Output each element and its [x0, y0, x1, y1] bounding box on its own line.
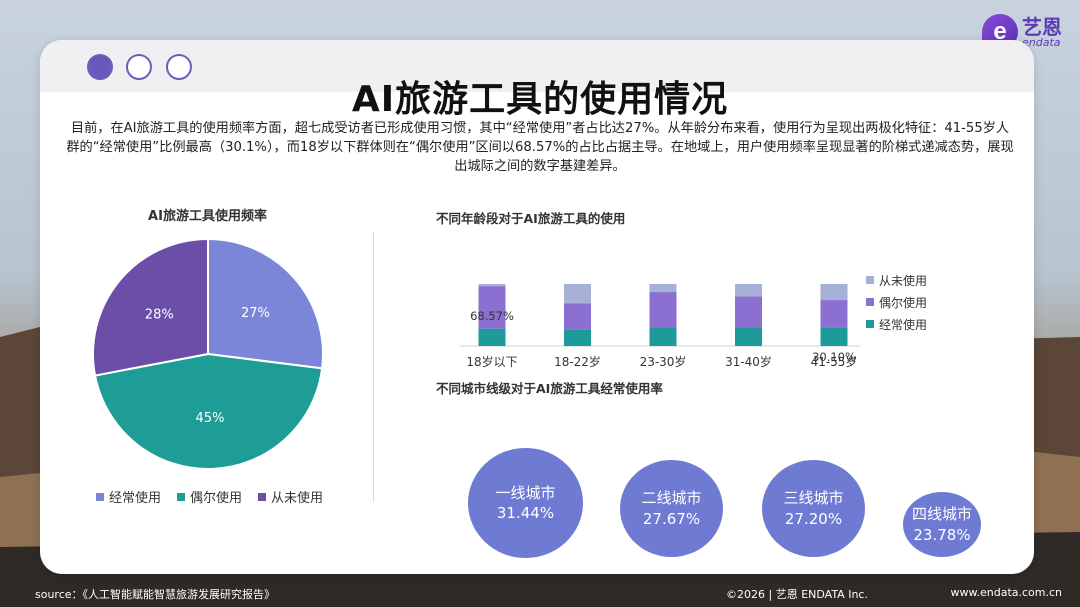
bar-segment	[820, 327, 848, 346]
bar-segment	[478, 284, 506, 287]
window-bar	[40, 40, 1034, 92]
x-tick-label: 18-22岁	[554, 354, 601, 369]
legend-swatch	[866, 320, 874, 328]
bar-chart-title: 不同年龄段对于AI旅游工具的使用	[436, 211, 626, 226]
city-name: 四线城市	[911, 505, 972, 524]
intro-paragraph: 目前，在AI旅游工具的使用频率方面，超七成受访者已形成使用习惯，其中“经常使用”…	[66, 121, 1014, 174]
pie-legend-item: 经常使用	[96, 487, 161, 506]
legend-label: 经常使用	[879, 317, 928, 332]
legend-label: 偶尔使用	[190, 491, 243, 506]
bar-legend-item: 偶尔使用	[866, 291, 927, 313]
bar-legend-item: 从未使用	[866, 269, 927, 291]
bar-segment	[820, 300, 848, 328]
legend-swatch	[177, 492, 186, 501]
x-tick-label: 41-55岁	[811, 354, 858, 369]
bar-segment	[564, 303, 591, 330]
pie-slice	[93, 352, 324, 470]
bar-segment	[478, 328, 506, 346]
pie-slice-label: 45%	[196, 411, 225, 426]
bar-segment	[735, 296, 762, 328]
city-bubble-tier2: 二线城市 27.67%	[620, 460, 723, 557]
legend-swatch	[96, 492, 104, 501]
brand-name-en: endata	[1022, 35, 1061, 49]
city-bubble-tier4: 四线城市 23.78%	[903, 492, 981, 557]
city-rate: 27.67%	[642, 509, 701, 528]
pie-slice-label: 28%	[145, 308, 174, 323]
window-dot	[126, 54, 152, 80]
bar-segment	[564, 284, 591, 304]
pie-legend-item: 偶尔使用	[177, 487, 242, 506]
city-bubble-tier1: 一线城市 31.44%	[468, 448, 583, 558]
x-tick-label: 31-40岁	[725, 354, 772, 369]
city-name: 二线城市	[641, 489, 702, 508]
pie-slice	[207, 237, 324, 370]
stacked-bar-chart: 18岁以下 18-22岁 23-30岁 31-40岁 41-55岁 68.57% 30.10…	[460, 284, 860, 369]
copyright: ©2026 | 艺恩 ENDATA Inc.	[726, 588, 868, 601]
bar-segment	[649, 292, 677, 329]
bar-segment	[649, 328, 677, 346]
bar-segment	[478, 286, 506, 329]
data-label: 68.57%	[470, 309, 514, 323]
pie-chart-title: AI旅游工具使用频率	[148, 209, 267, 224]
bar-legend: 从未使用 偶尔使用 经常使用	[866, 269, 927, 335]
city-name: 一线城市	[495, 483, 556, 502]
legend-swatch	[258, 492, 267, 501]
x-tick-label: 18岁以下	[466, 354, 517, 369]
website-link: www.endata.com.cn	[950, 586, 1063, 599]
bar-segment	[735, 327, 762, 346]
pie-slice	[92, 237, 209, 377]
brand-logo: e 艺恩 endata	[982, 14, 1062, 50]
legend-swatch	[866, 276, 874, 284]
bar-segment	[649, 284, 677, 293]
bar-segment	[820, 284, 848, 301]
window-dot	[166, 54, 192, 80]
legend-label: 从未使用	[879, 273, 928, 288]
bar-segment	[564, 329, 591, 346]
city-bubble-tier3: 三线城市 27.20%	[762, 460, 865, 557]
city-rate: 27.20%	[784, 509, 843, 528]
legend-swatch	[866, 298, 874, 306]
chart-divider	[373, 232, 374, 502]
city-chart-title: 不同城市线级对于AI旅游工具经常使用率	[436, 381, 663, 396]
page-title: AI旅游工具的使用情况	[351, 79, 729, 120]
pie-slice-label: 27%	[241, 306, 270, 321]
city-rate: 31.44%	[496, 504, 555, 522]
city-rate: 23.78%	[913, 525, 971, 544]
pie-chart: 27% 45% 28%	[92, 237, 324, 470]
source-note: source：《人工智能赋能智慧旅游发展研究报告》	[35, 588, 276, 601]
legend-label: 从未使用	[271, 491, 324, 506]
footer: source：《人工智能赋能智慧旅游发展研究报告》 ©2026 | 艺恩 END…	[0, 586, 1080, 604]
window-dot-filled	[87, 54, 113, 80]
pie-legend-item: 从未使用	[258, 487, 323, 506]
bar-segment	[735, 284, 762, 297]
bar-legend-item: 经常使用	[866, 313, 927, 335]
x-tick-label: 23-30岁	[640, 354, 687, 369]
pie-legend: 经常使用 偶尔使用 从未使用	[96, 487, 323, 506]
city-name: 三线城市	[783, 489, 844, 508]
legend-label: 偶尔使用	[879, 295, 928, 310]
legend-label: 经常使用	[109, 491, 162, 506]
data-label: 30.10%	[812, 350, 856, 364]
brand-name-cn: 艺恩	[1022, 14, 1062, 39]
